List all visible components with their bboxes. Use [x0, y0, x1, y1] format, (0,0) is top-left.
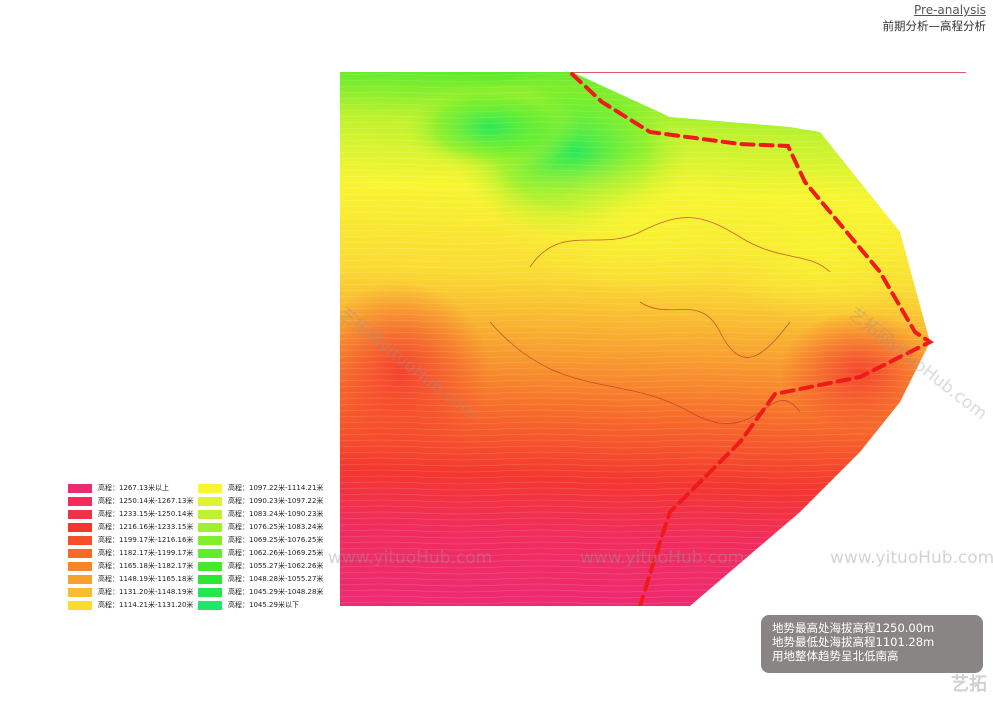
- legend-swatch: [198, 574, 222, 584]
- legend-label: 高程：1182.17米-1199.17米: [98, 549, 194, 557]
- legend-swatch: [68, 483, 92, 493]
- legend-label: 高程：1250.14米-1267.13米: [98, 497, 194, 505]
- legend-label: 高程：1148.19米-1165.18米: [98, 575, 194, 583]
- map-top-border: [340, 72, 966, 73]
- legend-swatch: [68, 587, 92, 597]
- legend-label: 高程：1199.17米-1216.16米: [98, 536, 194, 544]
- legend-label: 高程：1045.29米-1048.28米: [228, 588, 324, 596]
- legend-label: 高程：1048.28米-1055.27米: [228, 575, 324, 583]
- legend-item: 高程：1233.15米-1250.14米: [68, 508, 193, 520]
- legend-label: 高程：1055.27米-1062.26米: [228, 562, 324, 570]
- legend-label: 高程：1267.13米以上: [98, 484, 169, 492]
- legend-swatch: [198, 548, 222, 558]
- header: Pre-analysis 前期分析—高程分析: [883, 3, 987, 34]
- legend-label: 高程：1083.24米-1090.23米: [228, 510, 324, 518]
- legend-swatch: [198, 496, 222, 506]
- legend-item: 高程：1083.24米-1090.23米: [198, 508, 323, 520]
- legend-swatch: [198, 535, 222, 545]
- header-title-en: Pre-analysis: [914, 3, 986, 17]
- legend-label: 高程：1233.15米-1250.14米: [98, 510, 194, 518]
- legend-swatch: [68, 522, 92, 532]
- legend-label: 高程：1090.23米-1097.22米: [228, 497, 324, 505]
- legend-swatch: [198, 522, 222, 532]
- legend-item: 高程：1045.29米以下: [198, 599, 299, 611]
- legend-label: 高程：1114.21米-1131.20米: [98, 601, 194, 609]
- legend-swatch: [68, 574, 92, 584]
- watermark-text: www.yituoHub.com: [830, 548, 993, 568]
- legend-swatch: [198, 561, 222, 571]
- legend-swatch: [68, 600, 92, 610]
- legend-item: 高程：1055.27米-1062.26米: [198, 560, 323, 572]
- legend-item: 高程：1069.25米-1076.25米: [198, 534, 323, 546]
- legend-label: 高程：1076.25米-1083.24米: [228, 523, 324, 531]
- legend-item: 高程：1048.28米-1055.27米: [198, 573, 323, 585]
- legend-swatch: [68, 535, 92, 545]
- legend-item: 高程：1165.18米-1182.17米: [68, 560, 193, 572]
- legend-item: 高程：1250.14米-1267.13米: [68, 495, 193, 507]
- header-title-cn: 前期分析—高程分析: [882, 19, 987, 33]
- legend-item: 高程：1216.16米-1233.15米: [68, 521, 193, 533]
- legend-label: 高程：1216.16米-1233.15米: [98, 523, 194, 531]
- legend-swatch: [198, 509, 222, 519]
- legend-item: 高程：1148.19米-1165.18米: [68, 573, 193, 585]
- legend-label: 高程：1131.20米-1148.19米: [98, 588, 194, 596]
- elevation-map: [340, 72, 934, 606]
- legend-label: 高程：1069.25米-1076.25米: [228, 536, 324, 544]
- legend-label: 高程：1165.18米-1182.17米: [98, 562, 194, 570]
- legend-swatch: [68, 548, 92, 558]
- legend-swatch: [198, 587, 222, 597]
- summary-line-trend: 用地整体趋势呈北低南高: [772, 649, 899, 663]
- legend-swatch: [68, 496, 92, 506]
- legend-swatch: [68, 561, 92, 571]
- legend-item: 高程：1045.29米-1048.28米: [198, 586, 323, 598]
- legend-swatch: [198, 600, 222, 610]
- legend-swatch: [68, 509, 92, 519]
- legend-item: 高程：1090.23米-1097.22米: [198, 495, 323, 507]
- legend-item: 高程：1182.17米-1199.17米: [68, 547, 193, 559]
- summary-line-highest: 地势最高处海拔高程1250.00m: [772, 621, 935, 635]
- legend-item: 高程：1114.21米-1131.20米: [68, 599, 193, 611]
- watermark-text: www.yituoHub.com: [580, 548, 745, 568]
- legend-label: 高程：1045.29米以下: [228, 601, 299, 609]
- legend-item: 高程：1267.13米以上: [68, 482, 169, 494]
- legend-item: 高程：1097.22米-1114.21米: [198, 482, 323, 494]
- legend-swatch: [198, 483, 222, 493]
- legend-label: 高程：1097.22米-1114.21米: [228, 484, 324, 492]
- elevation-summary-box: 地势最高处海拔高程1250.00m 地势最低处海拔高程1101.28m 用地整体…: [761, 615, 983, 673]
- legend-item: 高程：1076.25米-1083.24米: [198, 521, 323, 533]
- summary-line-lowest: 地势最低处海拔高程1101.28m: [772, 635, 935, 649]
- legend-item: 高程：1131.20米-1148.19米: [68, 586, 193, 598]
- legend-label: 高程：1062.26米-1069.25米: [228, 549, 324, 557]
- corner-watermark-logo: 艺拓: [951, 674, 987, 695]
- legend-item: 高程：1199.17米-1216.16米: [68, 534, 193, 546]
- watermark-text: www.yituoHub.com: [328, 548, 493, 568]
- legend-item: 高程：1062.26米-1069.25米: [198, 547, 323, 559]
